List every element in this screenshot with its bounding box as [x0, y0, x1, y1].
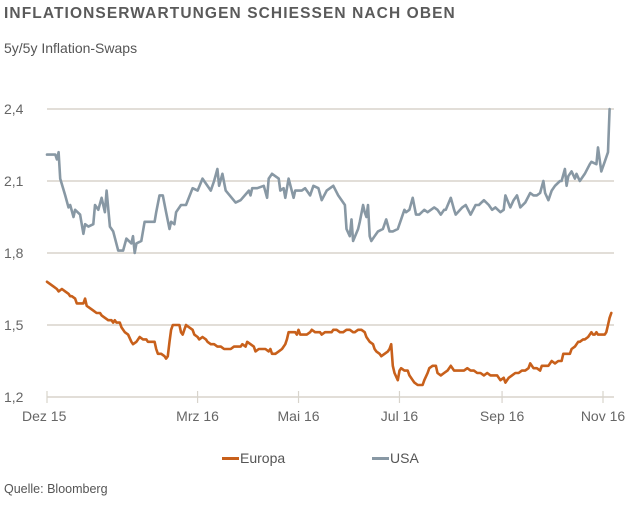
series-group [45, 107, 613, 387]
chart-title: INFLATIONSERWARTUNGEN SCHIESSEN NACH OBE… [4, 5, 456, 22]
gridlines [47, 108, 614, 326]
series-line-europa [45, 280, 613, 387]
x-tick-label: Dez 15 [22, 408, 67, 424]
x-tick-label: Nov 16 [581, 408, 626, 424]
legend-swatch-usa [372, 456, 389, 460]
x-tick-label: Mai 16 [278, 408, 320, 424]
legend: Europa USA [0, 450, 634, 470]
x-axis: Dez 15 Mrz 16 Mai 16 Jul 16 Sep 16 Nov 16 [22, 391, 625, 424]
legend-label-usa: USA [390, 450, 419, 466]
y-tick-label: 1,5 [4, 317, 24, 333]
x-tick-label: Jul 16 [381, 408, 419, 424]
y-tick-label: 2,1 [4, 173, 24, 189]
series-line-usa [45, 107, 611, 255]
legend-label-europa: Europa [240, 450, 286, 466]
chart-subtitle: 5y/5y Inflation-Swaps [4, 40, 138, 56]
y-tick-label: 1,8 [4, 245, 24, 261]
legend-item-usa[interactable]: USA [372, 450, 419, 466]
legend-swatch-europa [222, 456, 239, 460]
legend-item-europa[interactable]: Europa [222, 450, 285, 466]
x-tick-label: Sep 16 [480, 408, 525, 424]
y-tick-label: 1,2 [4, 389, 24, 405]
source-note: Quelle: Bloomberg [4, 482, 108, 496]
x-tick-label: Mrz 16 [176, 408, 219, 424]
line-chart: 1,2 1,5 1,8 2,1 2,4 Dez 15 Mrz 16 Mai 16 Jul 16… [4, 101, 625, 424]
y-axis: 1,2 1,5 1,8 2,1 2,4 [4, 101, 24, 405]
y-tick-label: 2,4 [4, 101, 24, 117]
